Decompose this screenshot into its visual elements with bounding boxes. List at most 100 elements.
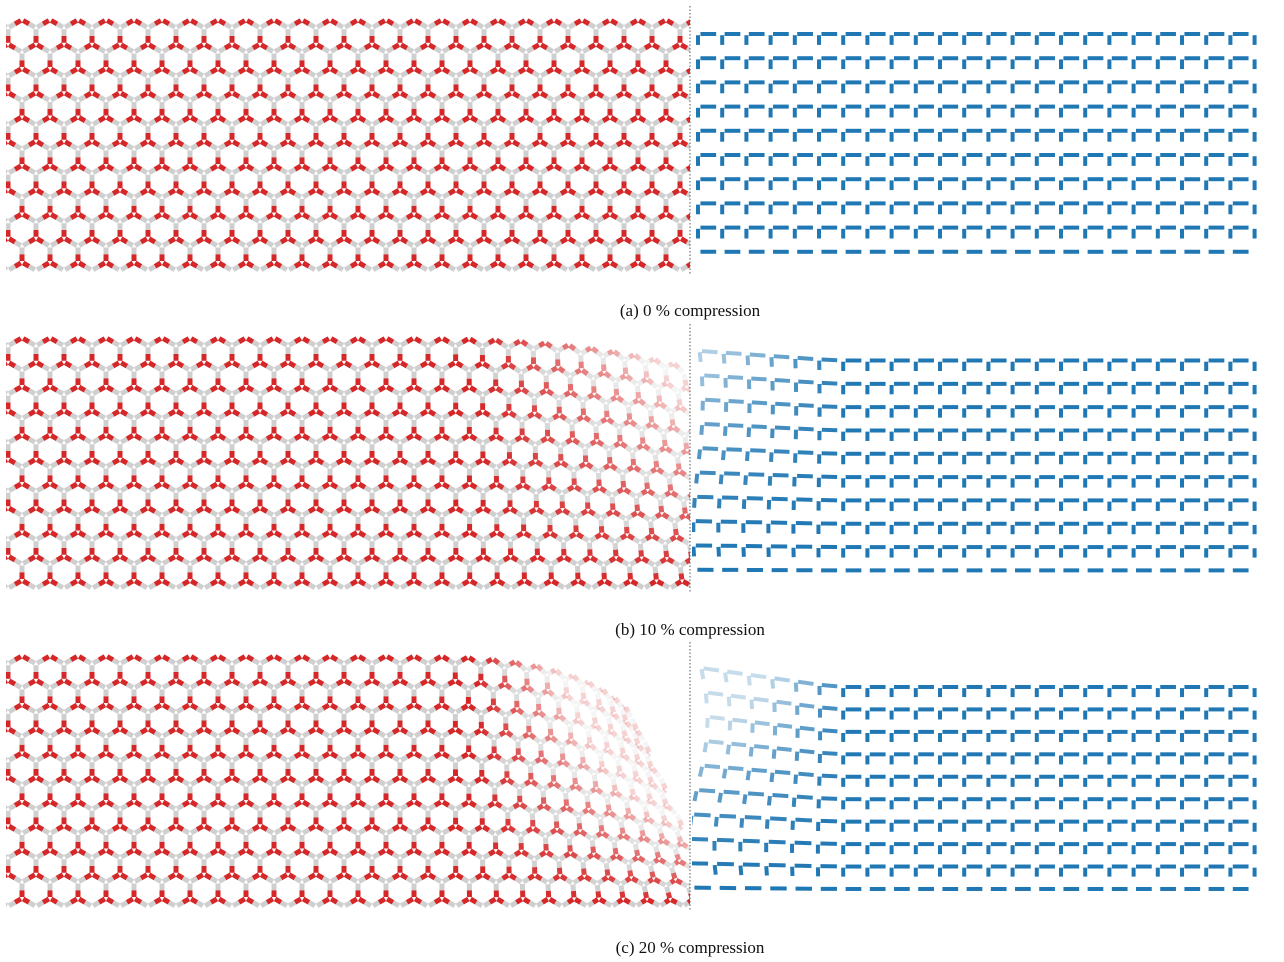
bond [125,142,135,151]
bond [502,554,511,563]
bond [556,555,565,563]
bond [195,264,205,272]
bond [676,451,684,458]
bond [619,441,628,450]
bond [821,404,838,409]
bond [21,460,31,469]
bond [7,554,17,563]
bond [455,727,464,736]
bond [377,66,387,75]
bond [577,578,587,587]
bond [41,578,51,587]
bond [644,482,650,490]
bond [133,433,143,442]
bond [433,509,443,518]
bond [203,678,213,687]
bond [279,485,289,493]
bond [97,336,107,345]
bond [750,448,766,453]
bond [669,534,677,542]
bond [587,167,597,175]
bond [237,94,247,103]
bond [659,493,667,501]
bond [245,481,255,490]
bond [119,339,129,348]
bond [433,481,443,490]
bond [455,91,465,99]
bond [447,21,457,30]
bond [161,530,171,539]
bond [609,142,619,151]
bond [237,142,247,151]
bond [695,117,701,120]
bond [514,462,523,470]
bond [209,239,219,248]
bond [488,558,498,566]
bond [391,706,401,714]
bond [441,557,451,566]
bond [582,699,591,707]
bond [682,436,689,444]
bond [181,363,191,372]
bond [0,684,1,687]
bond [27,706,37,714]
bond [357,45,367,54]
bond [209,730,219,739]
bond [447,485,456,493]
bond [419,409,429,417]
bond [13,702,23,711]
bond [528,712,535,720]
bond [139,42,149,51]
bond [27,657,37,666]
bond [41,239,51,248]
bond [329,336,339,345]
bond [419,554,429,563]
bond [189,702,199,711]
bond [203,436,213,445]
bond [0,166,1,169]
bond [125,557,135,566]
bond [181,460,191,469]
bond [91,678,101,687]
bond [21,163,31,172]
bond [676,534,685,543]
bond [41,191,51,200]
bond [574,484,583,493]
bond [553,260,563,269]
bond [63,657,73,666]
bond [534,411,543,420]
bond [119,360,129,369]
bond [623,139,633,148]
bond [363,360,373,369]
bond [701,24,707,27]
bond [77,142,87,151]
bond [35,215,45,224]
bond [251,70,261,78]
bond [737,121,743,124]
bond [548,463,556,471]
bond [608,700,615,708]
bond [27,436,37,445]
bond [371,678,381,687]
bond [175,91,185,99]
bond [634,556,642,564]
bond [245,260,255,269]
bond [721,353,727,364]
bond [455,21,465,30]
bond [629,45,639,54]
bond [601,45,611,54]
bond [427,70,437,78]
bond [161,212,171,221]
bond [161,191,171,200]
bond [508,362,517,371]
bond [427,388,437,396]
bond [419,582,429,590]
bond [237,460,247,469]
bond [41,94,51,103]
bond [704,517,708,520]
bond [399,139,409,148]
bond [670,490,679,499]
bond [643,264,653,272]
bond [245,433,255,442]
bond [626,710,634,718]
